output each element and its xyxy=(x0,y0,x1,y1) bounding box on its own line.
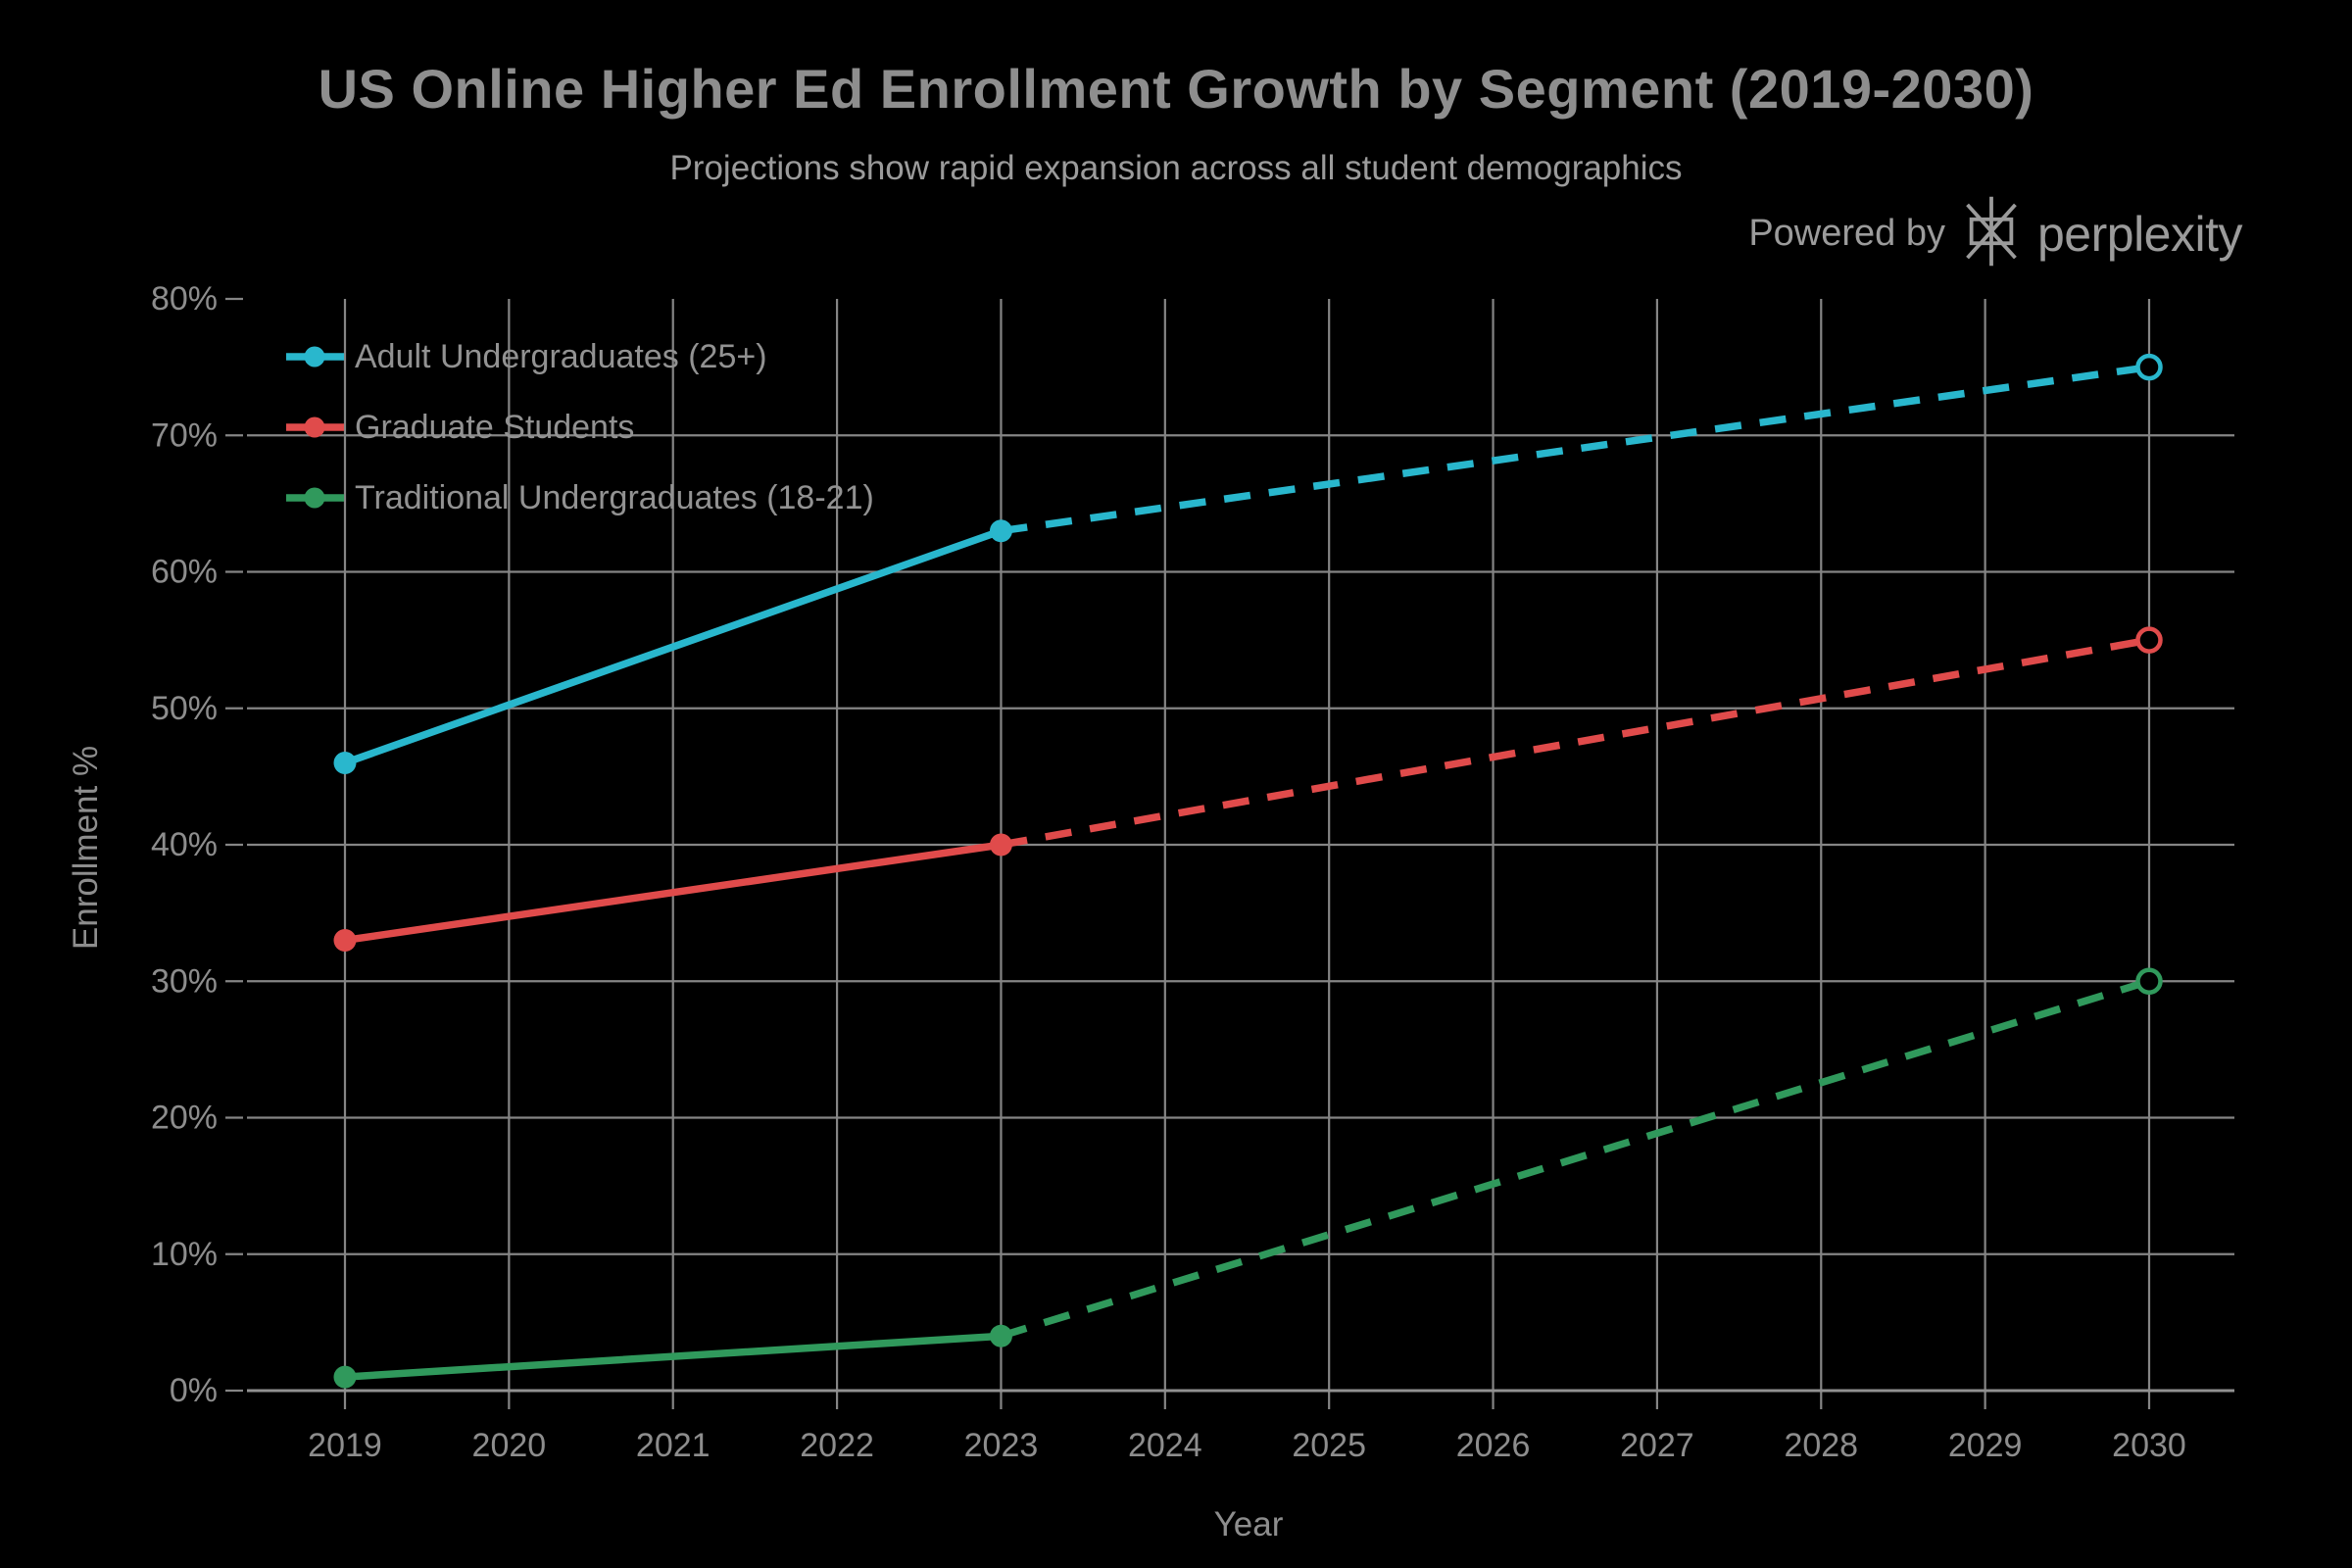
data-point-marker-projected xyxy=(2135,353,2163,381)
series-line-projection xyxy=(1000,636,2150,849)
perplexity-logo-icon xyxy=(1959,194,2024,273)
chart-subtitle: Projections show rapid expansion across … xyxy=(669,149,1683,187)
legend-item-adult-undergraduates-25[interactable]: Adult Undergraduates (25+) xyxy=(286,338,767,375)
data-point-marker-projected xyxy=(2135,626,2163,654)
legend-swatch-dot xyxy=(304,416,325,438)
legend-swatch-dot xyxy=(304,487,325,509)
x-tick-label: 2030 xyxy=(2112,1427,2186,1464)
x-tick-label: 2022 xyxy=(800,1427,874,1464)
series-line-actual xyxy=(341,841,1005,945)
x-tick-label: 2020 xyxy=(472,1427,547,1464)
series-traditional-undergraduates-18-21 xyxy=(333,967,2163,1389)
series-graduate-students xyxy=(333,626,2163,952)
y-tick-label: 70% xyxy=(151,416,218,454)
x-tick-label: 2028 xyxy=(1784,1427,1858,1464)
legend-label: Adult Undergraduates (25+) xyxy=(355,338,767,375)
legend-item-traditional-undergraduates-18-21[interactable]: Traditional Undergraduates (18-21) xyxy=(286,479,874,516)
legend-swatch-dot xyxy=(304,346,325,368)
legend-item-graduate-students[interactable]: Graduate Students xyxy=(286,409,634,446)
data-point-marker xyxy=(333,751,357,774)
y-tick-label: 10% xyxy=(151,1236,218,1273)
powered-by-label: Powered by xyxy=(1748,213,1945,254)
data-point-marker xyxy=(989,1324,1012,1348)
x-tick-label: 2026 xyxy=(1456,1427,1531,1464)
legend-label: Traditional Undergraduates (18-21) xyxy=(355,479,874,516)
data-point-marker-projected xyxy=(2135,967,2163,995)
series-line-actual xyxy=(341,526,1005,767)
y-tick-label: 40% xyxy=(151,826,218,863)
data-point-marker xyxy=(333,928,357,952)
x-tick-label: 2025 xyxy=(1292,1427,1366,1464)
x-tick-label: 2021 xyxy=(636,1427,710,1464)
y-tick-label: 30% xyxy=(151,962,218,1000)
series-line-actual xyxy=(341,1332,1005,1381)
data-point-marker xyxy=(333,1365,357,1389)
powered-by-attribution: Powered by perplexity xyxy=(1748,194,2243,273)
x-axis-title: Year xyxy=(1213,1505,1284,1544)
x-tick-label: 2027 xyxy=(1620,1427,1694,1464)
y-tick-label: 60% xyxy=(151,554,218,591)
data-point-marker xyxy=(989,519,1012,543)
y-tick-label: 0% xyxy=(170,1372,218,1409)
x-tick-label: 2023 xyxy=(964,1427,1039,1464)
y-tick-label: 20% xyxy=(151,1100,218,1137)
series-adult-undergraduates-25 xyxy=(333,353,2163,774)
data-point-marker xyxy=(989,833,1012,857)
series-line-projection xyxy=(1000,977,2151,1340)
x-tick-label: 2024 xyxy=(1128,1427,1202,1464)
y-tick-label: 80% xyxy=(151,280,218,318)
grid: 2019 2020 2021 2022 2023 2024 2025 2026 2027 2028… xyxy=(151,280,2234,1464)
series-line-projection xyxy=(1000,363,2150,535)
y-tick-label: 50% xyxy=(151,690,218,727)
x-tick-label: 2019 xyxy=(308,1427,382,1464)
perplexity-brand-wordmark: perplexity xyxy=(2037,206,2243,262)
chart-title: US Online Higher Ed Enrollment Growth by… xyxy=(318,58,2034,120)
legend-label: Graduate Students xyxy=(355,409,634,446)
x-tick-label: 2029 xyxy=(1948,1427,2023,1464)
legend: Adult Undergraduates (25+) Graduate Stude… xyxy=(286,338,874,516)
